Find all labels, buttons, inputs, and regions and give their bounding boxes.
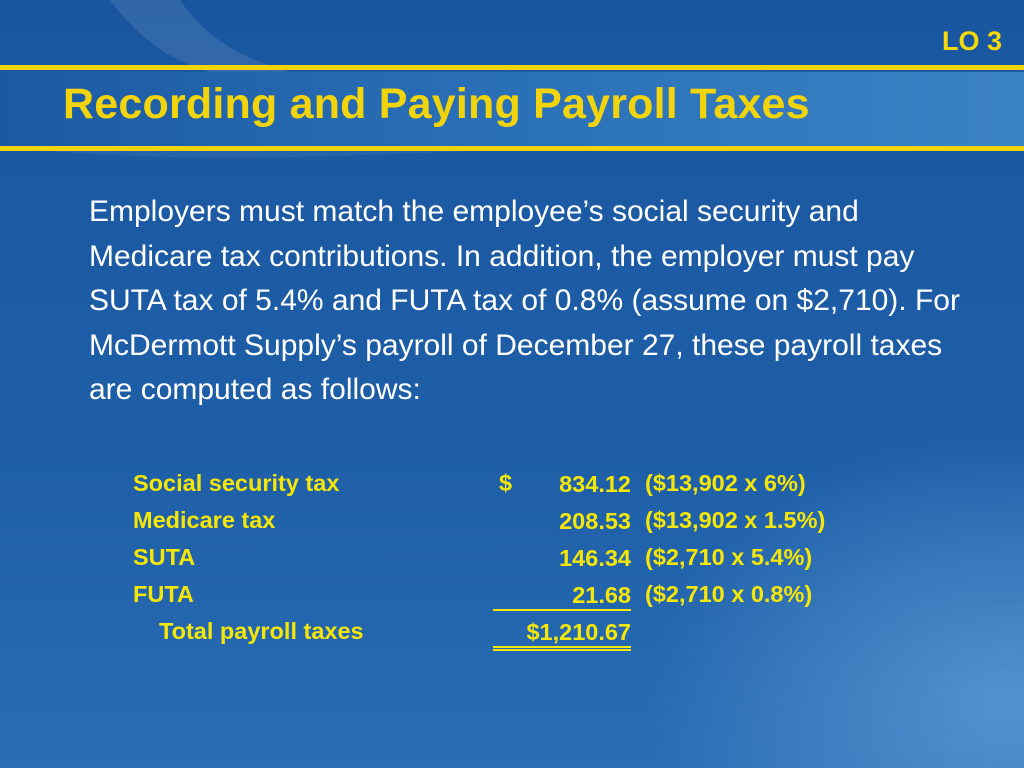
row-calculation: ($2,710 x 5.4%) — [645, 544, 813, 570]
row-calculation: ($13,902 x 1.5%) — [645, 507, 826, 533]
learning-objective-tag: LO 3 — [941, 26, 1002, 56]
body-paragraph: Employers must match the employee’s soci… — [89, 195, 960, 406]
title-band-top-line — [0, 65, 1024, 70]
row-amount: 21.68 — [493, 581, 631, 611]
row-label: Social security tax — [133, 470, 340, 496]
row-calculation: ($13,902 x 6%) — [645, 470, 806, 496]
row-amount: 146.34 — [559, 545, 631, 571]
slide-title: Recording and Paying Payroll Taxes — [63, 80, 810, 128]
row-amount: 208.53 — [559, 508, 631, 534]
title-band-bottom-line — [0, 146, 1024, 151]
row-label: Medicare tax — [133, 507, 276, 533]
title-band — [0, 72, 1024, 146]
row-amount: 834.12 — [559, 471, 631, 497]
row-label: FUTA — [133, 581, 194, 607]
dollar-sign: $ — [499, 470, 513, 496]
row-calculation: ($2,710 x 0.8%) — [645, 581, 813, 607]
total-label: Total payroll taxes — [159, 618, 364, 644]
total-amount: $1,210.67 — [493, 618, 631, 651]
row-label: SUTA — [133, 544, 196, 570]
